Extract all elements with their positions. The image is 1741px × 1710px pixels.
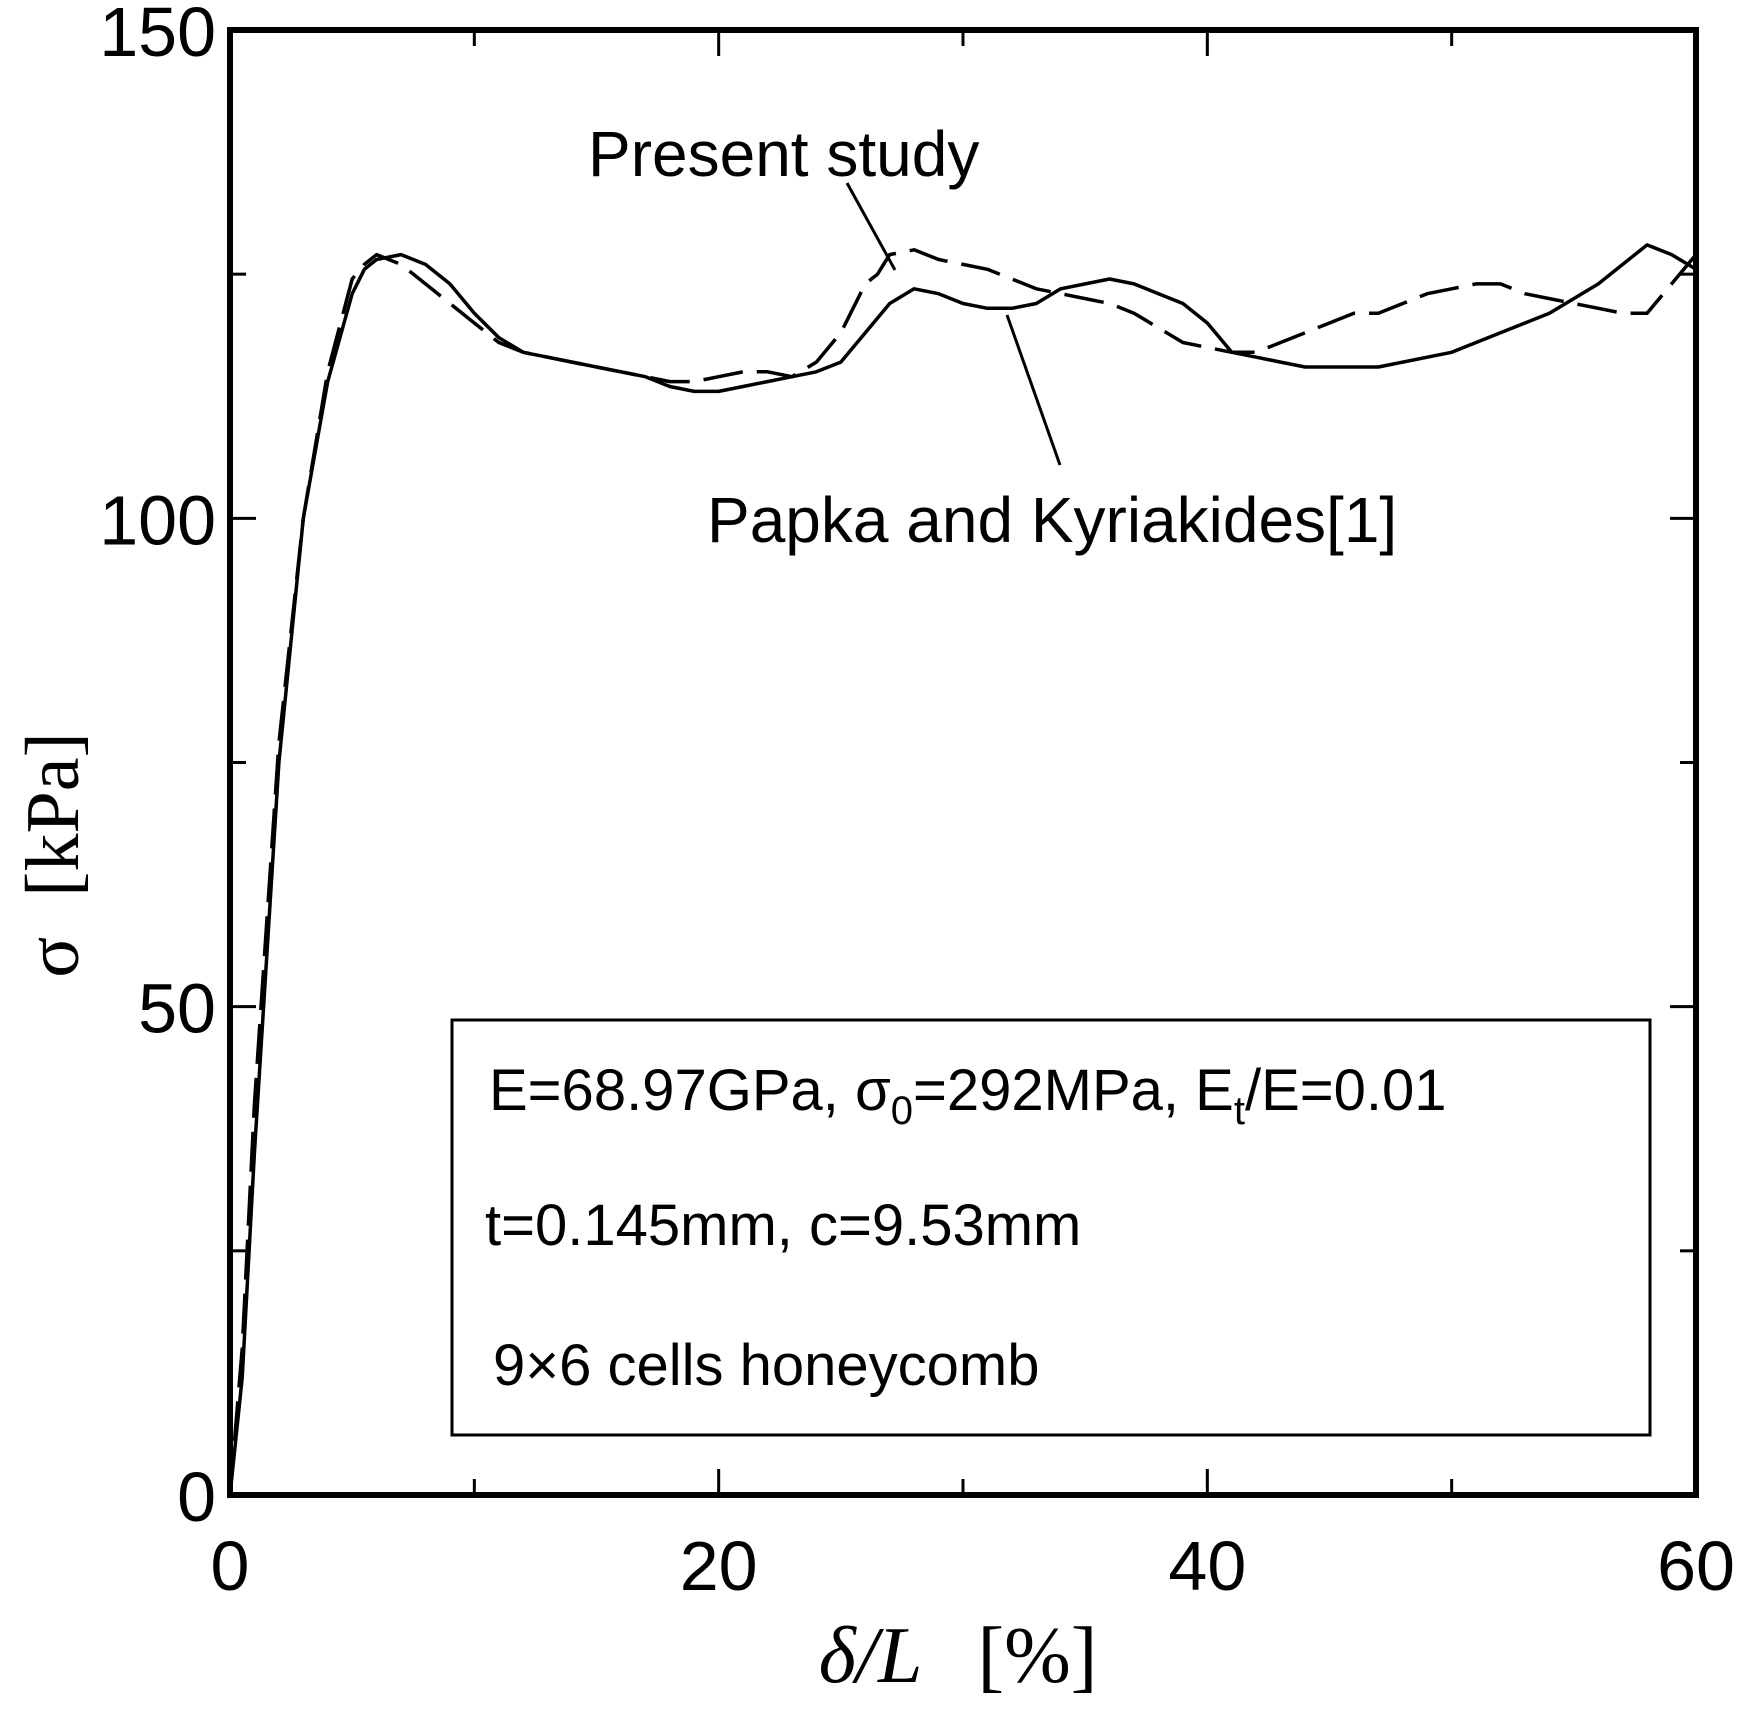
info-box-line-1: E=68.97GPa, σ0=292MPa, Et/E=0.01: [489, 1058, 1447, 1133]
info-box-frame: [450, 1018, 1652, 1437]
series-line-present-study: [228, 248, 1698, 1496]
y-axis-label-unit: [kPa]: [11, 732, 95, 897]
info-line1-a: E=68.97GPa, σ: [489, 1058, 891, 1123]
info-box: E=68.97GPa, σ0=292MPa, Et/E=0.01 t=0.145…: [450, 1018, 1652, 1437]
svg-text:σ[kPa]: σ [kPa]: [11, 732, 95, 978]
info-line1-b: =292MPa, E: [913, 1058, 1234, 1123]
y-tick-label-0: 0: [177, 1458, 216, 1536]
x-axis-label-unit: [%]: [977, 1612, 1097, 1700]
y-axis-label: σ [kPa]: [11, 732, 95, 978]
axis-tick-labels: 0 20 40 60 0 50 100 150: [99, 0, 1735, 1605]
series-layer: [228, 243, 1698, 1496]
y-tick-label-50: 50: [138, 970, 216, 1048]
info-box-line-3: 9×6 cells honeycomb: [493, 1333, 1040, 1398]
x-tick-label-20: 20: [680, 1527, 758, 1605]
y-axis-label-main: σ: [11, 937, 95, 978]
x-axis-label-main: δ/L: [819, 1612, 923, 1700]
y-tick-label-100: 100: [99, 481, 216, 559]
info-line1-c: /E=0.01: [1245, 1058, 1447, 1123]
series-line-papka-kyriakides: [228, 243, 1697, 1496]
annotation-papka-kyriakides: Papka and Kyriakides[1]: [707, 484, 1397, 556]
x-tick-label-0: 0: [211, 1527, 250, 1605]
x-tick-label-40: 40: [1168, 1527, 1246, 1605]
info-box-line-2: t=0.145mm, c=9.53mm: [485, 1193, 1081, 1258]
x-tick-label-60: 60: [1657, 1527, 1735, 1605]
annotation-present-study: Present study: [588, 118, 979, 190]
papka-leader-line: [1005, 314, 1062, 466]
info-line1-b-sub: t: [1234, 1089, 1245, 1133]
y-tick-label-150: 150: [99, 0, 216, 71]
info-line1-a-sub: 0: [891, 1089, 913, 1133]
x-axis-label: δ/L [%]: [819, 1612, 1098, 1700]
present-study-leader-line: [845, 182, 897, 271]
axis-ticks: [230, 30, 1696, 1495]
